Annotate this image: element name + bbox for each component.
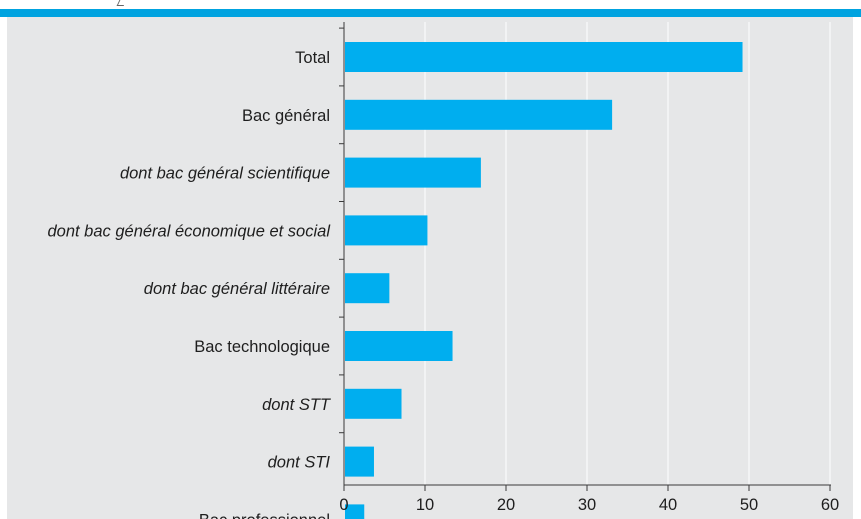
category-label-5: Bac technologique [194,338,330,356]
category-label-3: dont bac général économique et social [47,222,331,240]
category-label-0: Total [295,49,330,67]
bar-2 [345,157,481,188]
bar-6 [345,388,402,419]
category-label-7: dont STI [268,454,331,472]
accent-rule [0,9,861,17]
bar-5 [345,331,453,361]
x-tick-label-10: 10 [416,496,434,514]
category-label-2: dont bac général scientifique [120,165,330,183]
bar-3 [345,215,428,246]
x-tick-label-50: 50 [740,496,758,514]
bar-7 [345,446,374,477]
category-label-4: dont bac général littéraire [144,280,330,298]
x-tick-label-30: 30 [578,496,596,514]
x-tick-label-20: 20 [497,496,515,514]
bar-4 [345,273,390,304]
bar-1 [345,99,613,130]
category-label-1: Bac général [242,107,330,125]
category-label-6: dont STT [262,396,332,414]
x-tick-label-40: 40 [659,496,677,514]
x-tick-label-60: 60 [821,496,839,514]
bar-8 [345,504,365,519]
category-label-8: Bac professionnel [199,511,330,519]
x-tick-label-0: 0 [339,496,348,514]
bar-0 [345,42,743,72]
